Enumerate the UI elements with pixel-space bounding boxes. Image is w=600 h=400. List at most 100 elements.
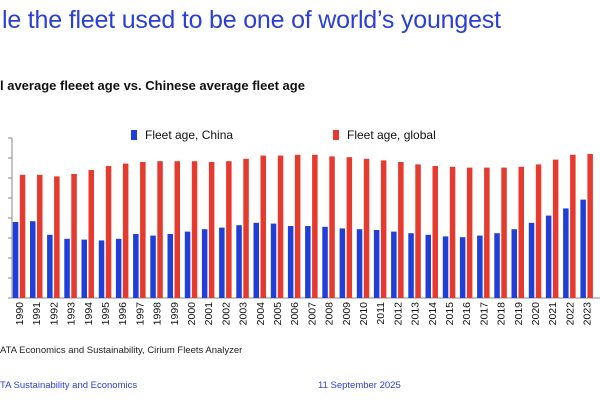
bar-global [208, 162, 215, 298]
bar-china [305, 226, 311, 298]
bar-china [12, 222, 19, 298]
bar-global [191, 161, 198, 298]
bar-global [570, 154, 576, 298]
bar-china [236, 225, 242, 298]
bar-global [226, 161, 232, 298]
x-tick-label: 2000 [186, 302, 198, 326]
bar-global [484, 167, 490, 298]
bar-global [88, 170, 94, 298]
legend-china-swatch [131, 130, 137, 140]
bar-china [81, 239, 87, 298]
bar-global [37, 174, 43, 298]
bar-china [408, 233, 414, 298]
bar-global [329, 156, 335, 298]
bar-global [587, 154, 593, 298]
x-tick-label: 2017 [478, 302, 490, 326]
x-tick-label: 2009 [341, 302, 353, 326]
x-tick-label: 2020 [530, 302, 542, 326]
bar-global [398, 162, 404, 298]
bar-china [494, 233, 500, 298]
page-title: le the fleet used to be one of world’s y… [2, 6, 501, 34]
x-tick-label: 2005 [272, 302, 284, 326]
bar-china [253, 222, 259, 298]
bar-global [19, 174, 26, 298]
bar-china [425, 234, 431, 298]
bar-china [511, 229, 517, 298]
bar-global [552, 159, 559, 298]
bar-global [140, 162, 146, 298]
bar-china [391, 231, 397, 298]
x-tick-label: 1991 [31, 302, 43, 326]
bar-china [459, 237, 466, 298]
bar-china [373, 230, 380, 298]
x-tick-label: 2014 [427, 302, 439, 326]
x-tick-label: 1999 [169, 302, 181, 326]
x-tick-label: 2015 [444, 302, 456, 326]
bar-global [380, 160, 387, 298]
chart-source: ATA Economics and Sustainability, Cirium… [0, 345, 243, 356]
x-tick-label: 2022 [564, 302, 576, 326]
legend-china: Fleet age, China [131, 128, 233, 142]
bar-china [287, 226, 294, 298]
chart-subtitle: l average fleeet age vs. Chinese average… [0, 78, 305, 93]
legend-china-label: Fleet age, China [145, 128, 234, 142]
bar-global [449, 166, 456, 298]
bar-china [219, 227, 225, 298]
bar-china [167, 234, 173, 298]
x-tick-label: 1990 [14, 302, 26, 326]
bar-china [545, 215, 552, 298]
x-tick-label: 2013 [410, 302, 422, 326]
bar-china [98, 240, 105, 298]
bar-global [501, 167, 507, 298]
x-tick-label: 2011 [375, 302, 387, 325]
footer-date: 11 September 2025 [318, 380, 401, 391]
x-tick-label: 2021 [547, 302, 559, 326]
bar-global [346, 157, 353, 298]
x-tick-label: 2002 [220, 302, 232, 326]
x-tick-label: 2006 [289, 302, 301, 326]
x-tick-label: 2004 [255, 302, 267, 326]
x-tick-label: 1997 [134, 302, 146, 326]
bar-china [47, 234, 53, 298]
bar-china [477, 235, 483, 298]
x-tick-label: 2001 [203, 302, 215, 326]
x-tick-label: 1993 [66, 302, 78, 326]
bar-global [243, 158, 249, 298]
bar-global [363, 158, 370, 298]
bar-global [535, 164, 542, 298]
x-tick-label: 2003 [238, 302, 250, 326]
x-tick-label: 1995 [100, 302, 112, 326]
bar-china [64, 238, 70, 298]
bar-global [415, 164, 421, 298]
bar-china [133, 234, 139, 298]
x-tick-label: 2019 [513, 302, 525, 326]
bar-global [312, 154, 318, 298]
bar-global [432, 166, 438, 298]
x-tick-label: 2008 [324, 302, 336, 326]
legend-global-swatch [333, 130, 339, 140]
legend-global: Fleet age, global [333, 128, 436, 142]
bar-global [105, 166, 112, 298]
x-tick-label: 1998 [152, 302, 164, 326]
bar-global [157, 161, 163, 298]
legend-global-label: Fleet age, global [347, 128, 436, 142]
x-tick-label: 2010 [358, 302, 370, 326]
bar-global [277, 155, 284, 298]
bar-global [122, 163, 129, 298]
bar-china [30, 221, 36, 298]
bar-china [115, 238, 122, 298]
bar-china [442, 236, 449, 298]
bar-china [322, 226, 328, 298]
x-tick-label: 2018 [496, 302, 508, 326]
bar-global [71, 174, 77, 298]
x-tick-label: 1992 [48, 302, 60, 326]
bar-global [466, 167, 473, 298]
bar-global [518, 166, 524, 298]
bar-china [150, 235, 156, 298]
bar-global [54, 176, 60, 298]
bar-global [174, 161, 180, 298]
bar-china [528, 222, 535, 298]
bar-global [260, 155, 266, 298]
footer-organization: TA Sustainability and Economics [0, 380, 138, 391]
